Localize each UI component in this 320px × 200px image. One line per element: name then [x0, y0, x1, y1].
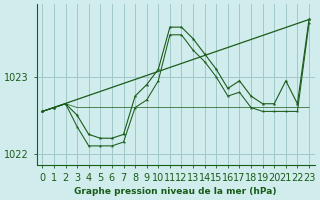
X-axis label: Graphe pression niveau de la mer (hPa): Graphe pression niveau de la mer (hPa) [75, 187, 277, 196]
